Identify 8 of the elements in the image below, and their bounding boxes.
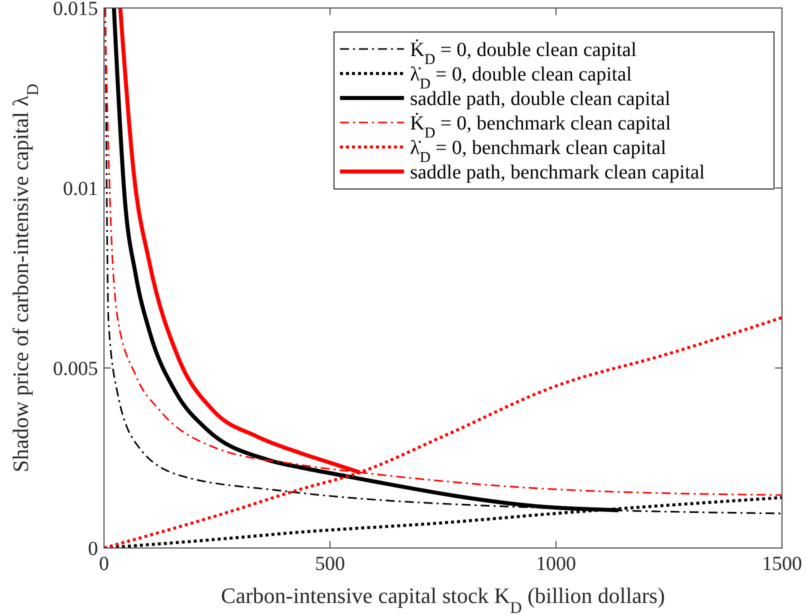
x-tick-label: 500	[315, 553, 345, 575]
y-tick-label: 0.01	[63, 178, 98, 200]
x-axis-title: Carbon-intensive capital stock K$_{D}$ (billion dollars)	[221, 583, 665, 615]
x-tick-label: 1500	[762, 553, 802, 575]
x-tick-label: 1000	[536, 553, 576, 575]
y-tick-label: 0	[88, 538, 98, 560]
y-tick-label: 0.005	[53, 358, 98, 380]
y-tick-label: 0.015	[53, 0, 98, 20]
